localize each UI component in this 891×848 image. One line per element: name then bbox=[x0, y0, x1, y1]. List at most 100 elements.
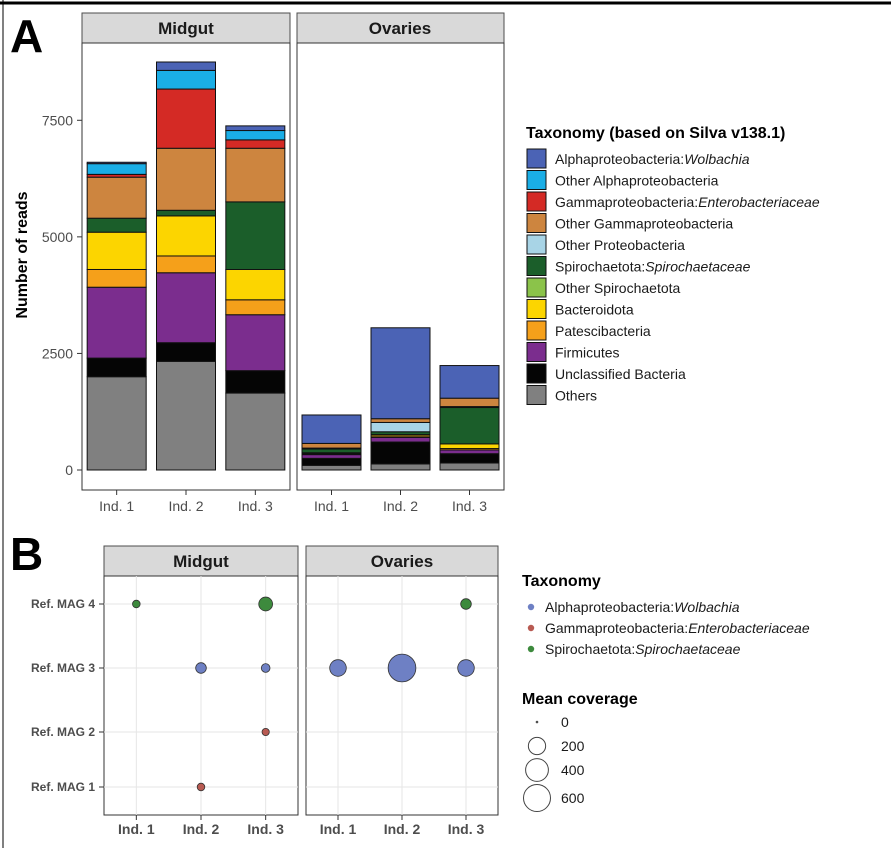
legend-size-circle-200 bbox=[527, 736, 547, 756]
legend-size-circle-600 bbox=[523, 784, 551, 812]
legend-size-label-400: 400 bbox=[561, 762, 585, 778]
y-tick-label-b: Ref. MAG 4 bbox=[31, 597, 95, 611]
x-tick-label-midgut: Ind. 1 bbox=[99, 498, 134, 514]
bar-segment-midgut-ind-2-bacteroidota bbox=[156, 215, 216, 257]
legend-title-taxonomy: Taxonomy bbox=[522, 573, 601, 590]
y-tick-label: 0 bbox=[65, 462, 73, 478]
bar-segment-ovaries-ind-2-firmicutes bbox=[370, 436, 431, 443]
bubble-chart: Midgut Ovaries Ref. MAG 1 Ref. MAG 2 Ref. … bbox=[31, 545, 810, 837]
legend-swatch-others bbox=[526, 385, 547, 405]
bar-segment-midgut-ind-1-alphaproteobacteria-wolbachia bbox=[86, 161, 147, 165]
bar-segment-midgut-ind-2-unclassified-bacteria bbox=[156, 342, 216, 362]
bar-segment-ovaries-ind-3-bacteroidota bbox=[439, 443, 500, 450]
bubble-points bbox=[132, 596, 475, 792]
x-tick-label-midgut: Ind. 3 bbox=[238, 498, 273, 514]
legend-label-others: Others bbox=[555, 388, 597, 404]
bar-segment-ovaries-ind-1-firmicutes bbox=[301, 454, 362, 459]
legend-size-circle-400 bbox=[525, 758, 549, 782]
facet-strip-midgut-b: Midgut bbox=[103, 545, 299, 577]
bar-segment-midgut-ind-2-gammaproteobacteria-enterobacteriaceae bbox=[156, 88, 216, 149]
facet-strip-ovaries-b: Ovaries bbox=[305, 545, 499, 577]
x-tick-label-ovaries: Ind. 3 bbox=[452, 498, 487, 514]
bar-segment-midgut-ind-3-spirochaetota-spirochaetaceae bbox=[225, 201, 286, 270]
legend-size-label-600: 600 bbox=[561, 790, 585, 806]
bar-segment-ovaries-ind-3-spirochaetota-spirochaetaceae bbox=[439, 407, 500, 445]
bar-segment-ovaries-ind-2-other-proteobacteria bbox=[370, 421, 431, 433]
x-tick-label-b-ovaries: Ind. 3 bbox=[448, 821, 485, 837]
bars-ovaries bbox=[301, 327, 500, 471]
y-tick-label: 5000 bbox=[42, 229, 73, 245]
legend-swatch-other-alphaproteobacteria bbox=[526, 170, 547, 190]
x-tick-label-b-midgut: Ind. 2 bbox=[183, 821, 220, 837]
legend-label-gammaproteobacteria-enterobacteriaceae: Gammaproteobacteria:Enterobacteriaceae bbox=[555, 194, 820, 210]
legend-label-alphaproteobacteria-wolbachia: Alphaproteobacteria:Wolbachia bbox=[555, 151, 750, 167]
bar-segment-midgut-ind-3-other-alphaproteobacteria bbox=[225, 130, 286, 141]
legend-swatch-unclassified-bacteria bbox=[526, 363, 547, 384]
x-tick-label-midgut: Ind. 2 bbox=[168, 498, 203, 514]
x-tick-label-ovaries: Ind. 2 bbox=[383, 498, 418, 514]
bubble-midgut-ind-3-ref-mag-3 bbox=[260, 663, 271, 673]
legend-label-firmicutes: Firmicutes bbox=[555, 345, 620, 361]
bar-segment-midgut-ind-1-other-gammaproteobacteria bbox=[86, 176, 147, 219]
panel-label-b: B bbox=[10, 528, 43, 580]
legend-title-mean-coverage: Mean coverage bbox=[522, 691, 638, 708]
legend-swatch-bacteroidota bbox=[526, 299, 547, 319]
facet-label-midgut: Midgut bbox=[158, 19, 214, 38]
bar-segment-ovaries-ind-2-unclassified-bacteria bbox=[370, 441, 431, 465]
x-tick-label-b-ovaries: Ind. 2 bbox=[384, 821, 421, 837]
bar-segment-midgut-ind-3-other-gammaproteobacteria bbox=[225, 147, 286, 203]
bar-segment-ovaries-ind-1-spirochaetota-spirochaetaceae bbox=[301, 448, 362, 454]
legend-swatch-other-gammaproteobacteria bbox=[526, 213, 547, 233]
bar-segment-midgut-ind-1-bacteroidota bbox=[86, 231, 147, 270]
bubble-ovaries-ind-1-ref-mag-3 bbox=[329, 659, 347, 677]
legend-swatch-other-spirochaetota bbox=[526, 277, 547, 298]
legend-size-label-200: 200 bbox=[561, 738, 585, 754]
x-axis: Ind. 1 Ind. 2 Ind. 3 Ind. 1 Ind. 2 Ind. 3 bbox=[99, 490, 487, 514]
legend-b: Taxonomy Mean coverage Alphaproteobacter… bbox=[522, 573, 810, 812]
bar-segment-midgut-ind-3-unclassified-bacteria bbox=[225, 370, 286, 394]
legend-swatch-gammaproteobacteria-enterobacteriaceae bbox=[526, 191, 547, 212]
bar-segment-ovaries-ind-3-unclassified-bacteria bbox=[439, 453, 500, 464]
legend-label-other-spirochaetota: Other Spirochaetota bbox=[555, 280, 681, 296]
x-axis-b: Ind. 1 Ind. 2 Ind. 3 Ind. 1 Ind. 2 Ind. 3 bbox=[118, 815, 484, 837]
legend-label-spirochaetota-spirochaetaceae: Spirochaetota:Spirochaetaceae bbox=[555, 259, 751, 275]
y-tick-label-b: Ref. MAG 2 bbox=[31, 725, 95, 739]
legend-swatch-spirochaetota-spirochaetaceae bbox=[526, 256, 547, 276]
facet-label-midgut-b: Midgut bbox=[173, 552, 229, 571]
bar-segment-midgut-ind-2-spirochaetota-spirochaetaceae bbox=[156, 209, 216, 217]
facet-strip-ovaries: Ovaries bbox=[296, 12, 505, 44]
bar-segment-ovaries-ind-3-alphaproteobacteria-wolbachia bbox=[439, 365, 500, 399]
y-axis-title: Number of reads bbox=[14, 191, 31, 318]
y-tick-label-b: Ref. MAG 3 bbox=[31, 661, 95, 675]
legend-swatch-other-proteobacteria bbox=[526, 234, 547, 255]
bar-segment-midgut-ind-2-others bbox=[156, 360, 216, 471]
y-tick-label: 7500 bbox=[42, 112, 73, 128]
bar-segment-ovaries-ind-2-alphaproteobacteria-wolbachia bbox=[370, 327, 431, 420]
bubble-midgut-ind-2-ref-mag-1 bbox=[196, 782, 206, 792]
bubble-midgut-ind-3-ref-mag-2 bbox=[261, 727, 270, 737]
bar-segment-midgut-ind-3-others bbox=[225, 392, 286, 471]
legend-label-bacteroidota: Bacteroidota bbox=[555, 302, 634, 318]
bar-segment-ovaries-ind-2-other-gammaproteobacteria bbox=[370, 418, 431, 423]
bubble-midgut-ind-2-ref-mag-3 bbox=[195, 662, 207, 674]
bubble-ovaries-ind-3-ref-mag-4 bbox=[460, 598, 472, 610]
bubble-ovaries-ind-3-ref-mag-3 bbox=[457, 659, 475, 677]
legend-swatch-patescibacteria bbox=[526, 320, 547, 341]
legend-label-b-dot-entero: Gammaproteobacteria:Enterobacteriaceae bbox=[545, 620, 810, 636]
x-tick-label-ovaries: Ind. 1 bbox=[314, 498, 349, 514]
bar-segment-midgut-ind-2-other-gammaproteobacteria bbox=[156, 147, 216, 211]
bar-segment-ovaries-ind-3-other-gammaproteobacteria bbox=[439, 397, 500, 408]
y-axis: 0 2500 5000 7500 bbox=[42, 112, 82, 478]
bar-segment-midgut-ind-3-alphaproteobacteria-wolbachia bbox=[225, 125, 286, 132]
facet-strip-midgut: Midgut bbox=[81, 12, 291, 44]
y-tick-label-b: Ref. MAG 1 bbox=[31, 780, 95, 794]
legend-dot-dot-entero bbox=[527, 624, 535, 632]
bar-segment-midgut-ind-2-patescibacteria bbox=[156, 255, 216, 274]
legend-swatch-alphaproteobacteria-wolbachia bbox=[526, 148, 547, 169]
bar-segment-ovaries-ind-2-others bbox=[370, 463, 431, 471]
bar-segment-midgut-ind-1-others bbox=[86, 376, 147, 471]
legend-title: Taxonomy (based on Silva v138.1) bbox=[526, 125, 785, 142]
bar-segment-ovaries-ind-1-unclassified-bacteria bbox=[301, 457, 362, 466]
facet-label-ovaries-b: Ovaries bbox=[371, 552, 433, 571]
